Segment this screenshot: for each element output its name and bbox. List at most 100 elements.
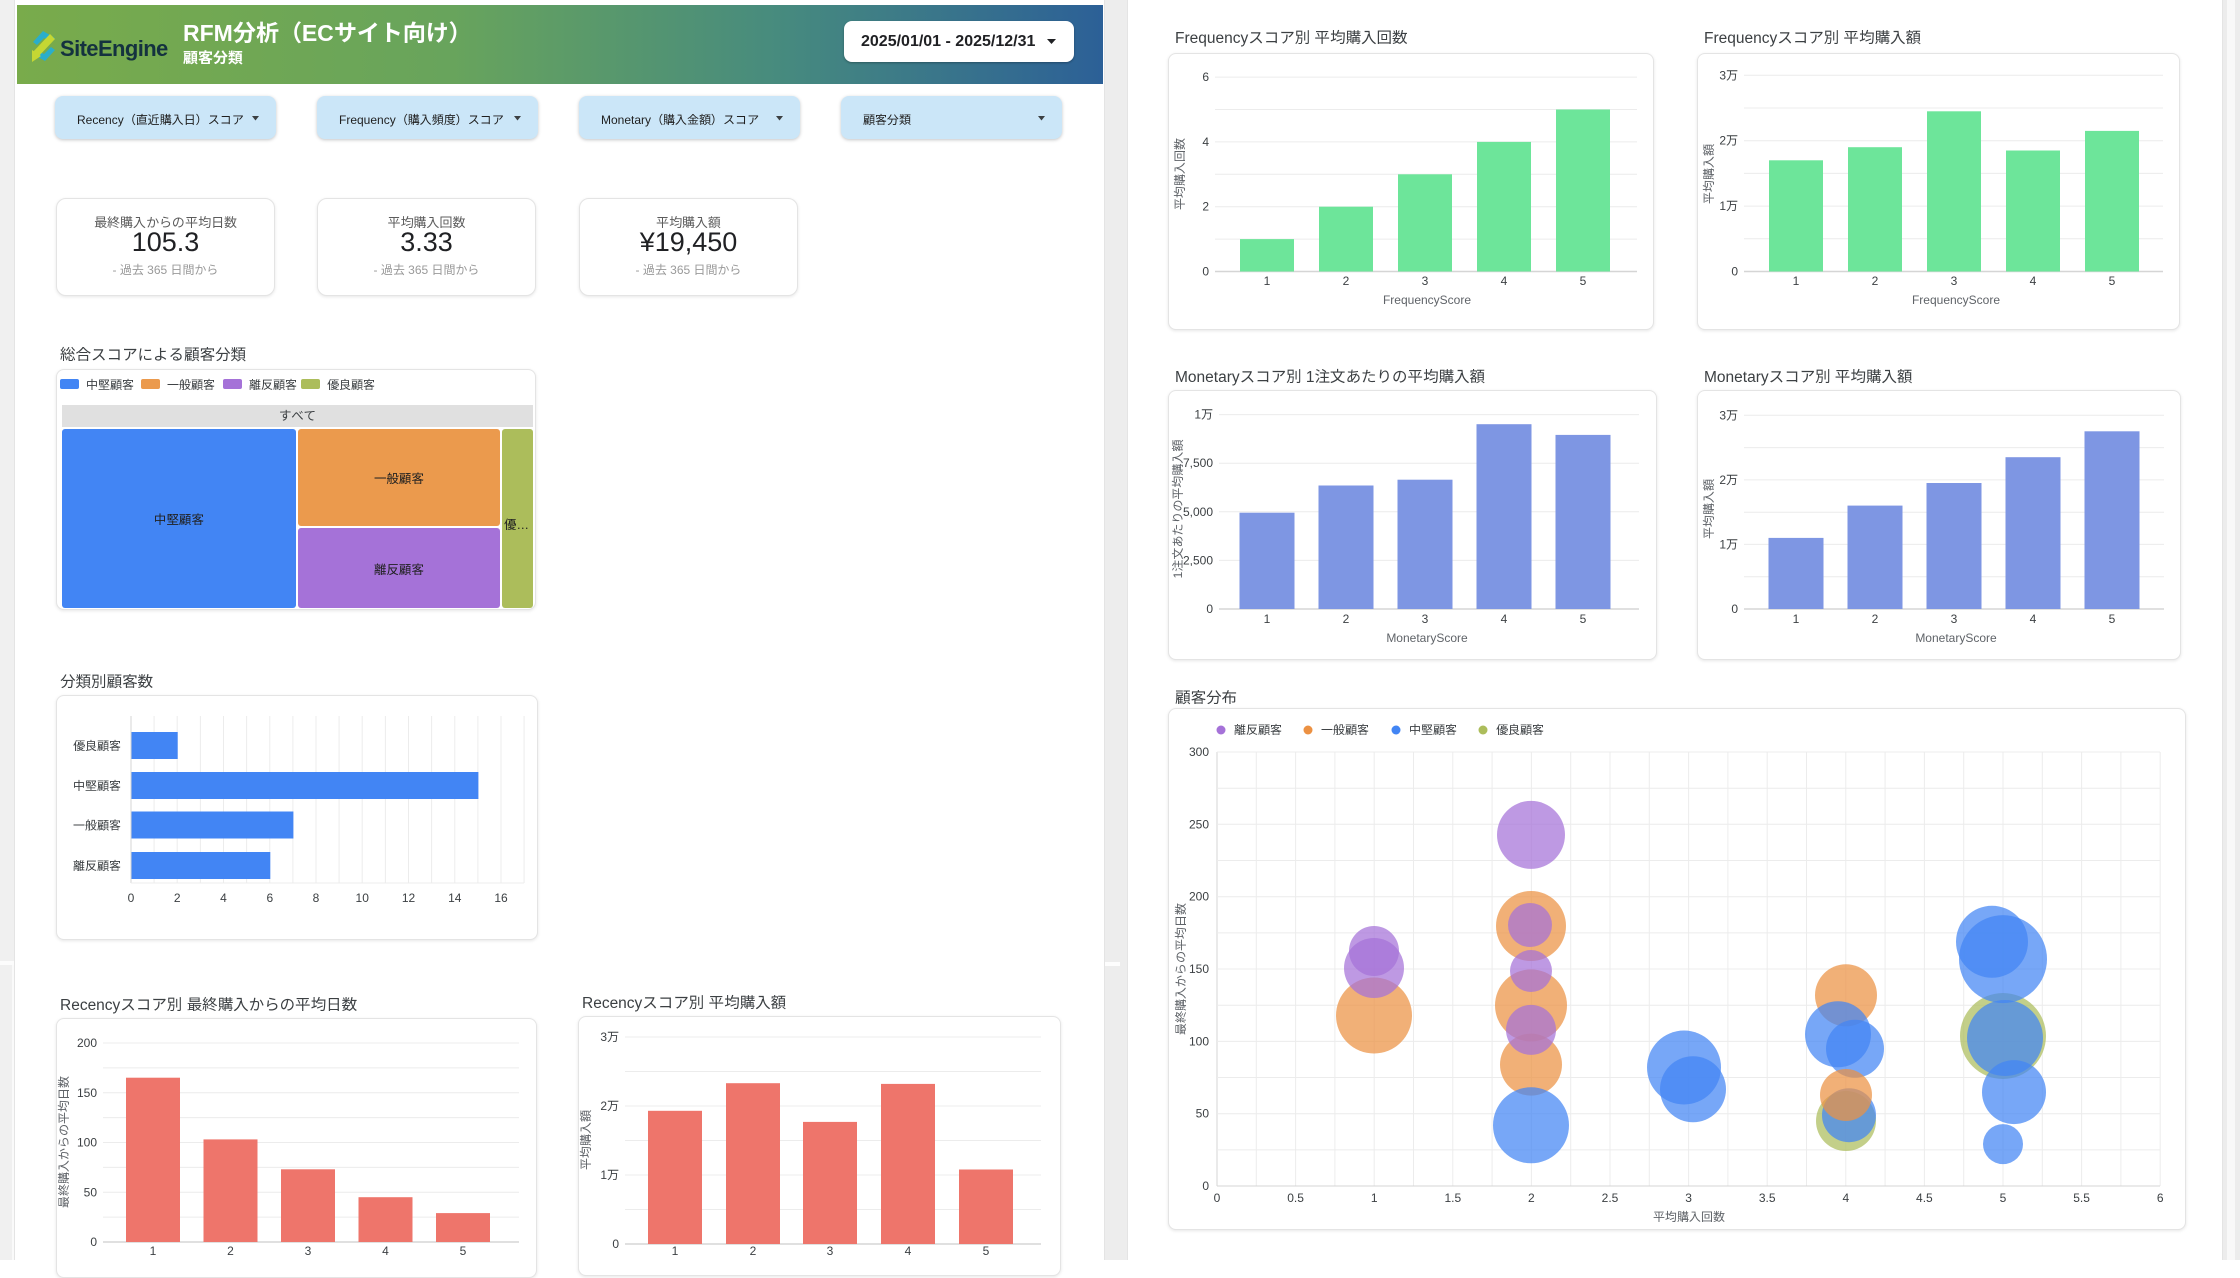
- svg-text:優良顧客: 優良顧客: [73, 739, 121, 753]
- svg-text:2: 2: [1343, 612, 1350, 626]
- svg-text:最終購入からの平均日数: 最終購入からの平均日数: [1174, 903, 1188, 1035]
- svg-text:6: 6: [266, 891, 273, 905]
- svg-text:8: 8: [313, 891, 320, 905]
- svg-text:200: 200: [1189, 890, 1209, 904]
- svg-text:1万: 1万: [1719, 199, 1738, 213]
- svg-text:5: 5: [460, 1244, 467, 1258]
- svg-text:0: 0: [90, 1235, 97, 1249]
- svg-text:優良顧客: 優良顧客: [1496, 723, 1544, 737]
- svg-text:1万: 1万: [1719, 537, 1738, 551]
- svg-text:0.5: 0.5: [1287, 1191, 1304, 1205]
- svg-text:10: 10: [356, 891, 370, 905]
- svg-text:4: 4: [382, 1244, 389, 1258]
- svg-text:5: 5: [2109, 274, 2116, 288]
- svg-text:2: 2: [227, 1244, 234, 1258]
- svg-text:5: 5: [2109, 612, 2116, 626]
- svg-text:14: 14: [448, 891, 462, 905]
- svg-text:5: 5: [1580, 612, 1587, 626]
- svg-text:3: 3: [305, 1244, 312, 1258]
- svg-text:5,000: 5,000: [1183, 505, 1213, 519]
- svg-text:5: 5: [1580, 274, 1587, 288]
- svg-text:12: 12: [402, 891, 416, 905]
- svg-text:6: 6: [2157, 1191, 2164, 1205]
- svg-text:4: 4: [1501, 274, 1508, 288]
- svg-text:MonetaryScore: MonetaryScore: [1386, 631, 1468, 645]
- svg-text:4: 4: [905, 1244, 912, 1258]
- svg-text:4.5: 4.5: [1916, 1191, 1933, 1205]
- svg-text:1: 1: [1793, 274, 1800, 288]
- svg-text:3.5: 3.5: [1759, 1191, 1776, 1205]
- svg-text:平均購入回数: 平均購入回数: [1173, 138, 1187, 210]
- svg-text:0: 0: [1202, 1179, 1209, 1193]
- svg-text:16: 16: [494, 891, 508, 905]
- svg-text:2.5: 2.5: [1602, 1191, 1619, 1205]
- svg-text:4: 4: [2030, 612, 2037, 626]
- svg-text:3万: 3万: [600, 1030, 619, 1044]
- svg-text:0: 0: [612, 1237, 619, 1251]
- svg-text:2: 2: [1872, 274, 1879, 288]
- svg-text:3: 3: [1951, 274, 1958, 288]
- svg-text:離反顧客: 離反顧客: [1234, 723, 1282, 737]
- svg-text:3: 3: [1422, 612, 1429, 626]
- svg-text:一般顧客: 一般顧客: [1321, 723, 1369, 737]
- svg-text:2万: 2万: [1719, 473, 1738, 487]
- svg-text:1万: 1万: [1194, 408, 1213, 422]
- svg-text:3万: 3万: [1719, 408, 1738, 422]
- svg-text:250: 250: [1189, 817, 1209, 831]
- svg-text:0: 0: [1206, 602, 1213, 616]
- svg-text:2: 2: [1528, 1191, 1535, 1205]
- svg-text:6: 6: [1202, 70, 1209, 84]
- svg-text:7,500: 7,500: [1183, 456, 1213, 470]
- svg-text:0: 0: [128, 891, 135, 905]
- svg-text:2,500: 2,500: [1183, 553, 1213, 567]
- svg-text:1: 1: [1793, 612, 1800, 626]
- svg-text:4: 4: [220, 891, 227, 905]
- svg-text:4: 4: [2030, 274, 2037, 288]
- svg-text:1: 1: [150, 1244, 157, 1258]
- svg-text:3万: 3万: [1719, 68, 1738, 82]
- svg-text:2: 2: [750, 1244, 757, 1258]
- svg-text:2: 2: [1202, 200, 1209, 214]
- svg-text:3: 3: [827, 1244, 834, 1258]
- svg-text:50: 50: [84, 1185, 98, 1199]
- svg-text:0: 0: [1202, 265, 1209, 279]
- svg-text:2: 2: [174, 891, 181, 905]
- svg-text:平均購入額: 平均購入額: [1702, 479, 1716, 539]
- svg-text:4: 4: [1202, 135, 1209, 149]
- svg-text:200: 200: [77, 1036, 97, 1050]
- svg-text:300: 300: [1189, 745, 1209, 759]
- svg-text:MonetaryScore: MonetaryScore: [1915, 631, 1997, 645]
- svg-text:5: 5: [983, 1244, 990, 1258]
- svg-text:4: 4: [1501, 612, 1508, 626]
- svg-text:150: 150: [1189, 962, 1209, 976]
- svg-text:2万: 2万: [600, 1099, 619, 1113]
- svg-text:1: 1: [672, 1244, 679, 1258]
- svg-text:1: 1: [1264, 612, 1271, 626]
- svg-text:150: 150: [77, 1086, 97, 1100]
- svg-text:1万: 1万: [600, 1168, 619, 1182]
- svg-text:5.5: 5.5: [2073, 1191, 2090, 1205]
- svg-text:3: 3: [1685, 1191, 1692, 1205]
- svg-text:0: 0: [1731, 602, 1738, 616]
- svg-text:50: 50: [1196, 1107, 1210, 1121]
- svg-text:1注文あたりの平均購入額: 1注文あたりの平均購入額: [1171, 440, 1185, 579]
- svg-text:0: 0: [1214, 1191, 1221, 1205]
- svg-text:一般顧客: 一般顧客: [73, 819, 121, 833]
- svg-text:平均購入額: 平均購入額: [1702, 144, 1716, 204]
- svg-text:1.5: 1.5: [1444, 1191, 1461, 1205]
- svg-text:最終購入からの平均日数: 最終購入からの平均日数: [57, 1076, 71, 1208]
- svg-text:中堅顧客: 中堅顧客: [1409, 723, 1457, 737]
- svg-text:離反顧客: 離反顧客: [73, 859, 121, 873]
- svg-text:中堅顧客: 中堅顧客: [73, 779, 121, 793]
- svg-text:3: 3: [1422, 274, 1429, 288]
- svg-text:4: 4: [1842, 1191, 1849, 1205]
- svg-text:2万: 2万: [1719, 134, 1738, 148]
- svg-text:100: 100: [77, 1136, 97, 1150]
- svg-text:2: 2: [1343, 274, 1350, 288]
- svg-text:3: 3: [1951, 612, 1958, 626]
- svg-text:FrequencyScore: FrequencyScore: [1912, 293, 2000, 307]
- svg-text:平均購入額: 平均購入額: [579, 1110, 593, 1170]
- svg-text:0: 0: [1731, 265, 1738, 279]
- svg-text:2: 2: [1872, 612, 1879, 626]
- svg-text:100: 100: [1189, 1034, 1209, 1048]
